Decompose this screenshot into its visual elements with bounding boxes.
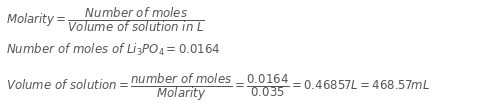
Text: $\mathit{Molarity} = \dfrac{\mathit{Number\ of\ moles}}{\mathit{Volume\ of\ solu: $\mathit{Molarity} = \dfrac{\mathit{Numb… — [6, 6, 205, 34]
Text: $\mathit{Number\ of\ moles\ of\ Li_3PO_4} = 0.0164$: $\mathit{Number\ of\ moles\ of\ Li_3PO_4… — [6, 42, 220, 58]
Text: $\mathit{Volume\ of\ solution} = \dfrac{\mathit{number\ of\ moles}}{\mathit{Mola: $\mathit{Volume\ of\ solution} = \dfrac{… — [6, 72, 430, 101]
